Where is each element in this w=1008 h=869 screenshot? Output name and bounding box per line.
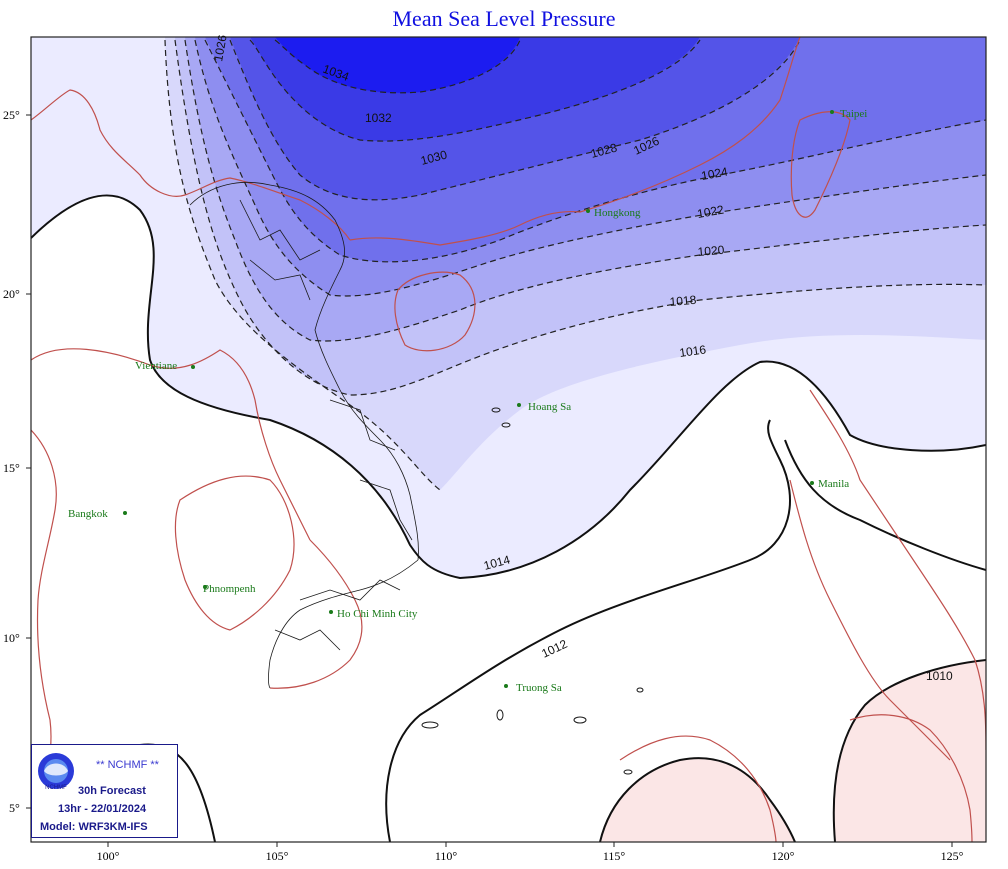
low-pressure-area-south [600,758,795,842]
lat-tick-label: 15° [3,461,20,475]
isobar-label: 1026 [211,33,229,62]
city-label-bangkok: Bangkok [68,508,108,520]
isobar-label: 1024 [700,164,729,182]
isobar-label: 1020 [697,243,725,259]
city-label-hongkong: Hongkong [594,207,641,219]
forecast-time: 13hr - 22/01/2024 [58,803,147,815]
band-1034 [275,37,520,93]
isobar-label: 1022 [696,202,725,220]
tick-marks [26,114,953,847]
lon-tick-label: 100° [97,849,120,863]
city-label-truong-sa: Truong Sa [516,682,562,694]
org-label: ** NCHMF ** [96,759,159,771]
city-label-ho-chi-minh-city: Ho Chi Minh City [337,608,418,620]
isobar-label: 1030 [419,147,449,168]
lat-tick-label: 20° [3,287,20,301]
forecast-label: 30h Forecast [78,785,146,797]
lat-tick-label: 10° [3,631,20,645]
isobar-label: 1032 [365,111,392,125]
lat-tick-label: 5° [9,801,20,815]
isobar-label: 1028 [589,140,619,161]
solid-isobars [31,194,986,842]
lon-tick-label: 120° [772,849,795,863]
city-label-manila: Manila [818,478,849,490]
forecast-info-box: NCHMF ** NCHMF ** 30h Forecast 13hr - 22… [31,744,178,838]
lon-tick-label: 110° [435,849,458,863]
city-label-hoang-sa: Hoang Sa [528,401,571,413]
lat-tick-label: 25° [3,108,20,122]
nchmf-logo-icon: NCHMF [38,753,74,791]
lon-tick-label: 115° [603,849,626,863]
map-frame [30,36,987,843]
map-title: Mean Sea Level Pressure [392,6,616,31]
low-pressure-area-east [833,660,986,842]
model-label: Model: WRF3KM-IFS [40,821,148,833]
lon-tick-label: 105° [266,849,289,863]
isobar-label: 1016 [678,342,707,360]
city-label-vientiane: Vientiane [135,360,177,372]
svg-text:NCHMF: NCHMF [45,785,67,791]
dashed-isobars [164,39,986,491]
isobar-label: 1010 [926,669,953,683]
vietnam-provinces [189,182,419,689]
city-label-taipei: Taipei [840,108,867,120]
isobar-label: 1014 [482,552,512,573]
lon-tick-label: 125° [941,849,964,863]
city-markers [123,110,834,688]
isobar-label: 1018 [669,293,697,309]
islands [421,407,644,775]
city-label-phnompenh: Phnompenh [203,583,256,595]
